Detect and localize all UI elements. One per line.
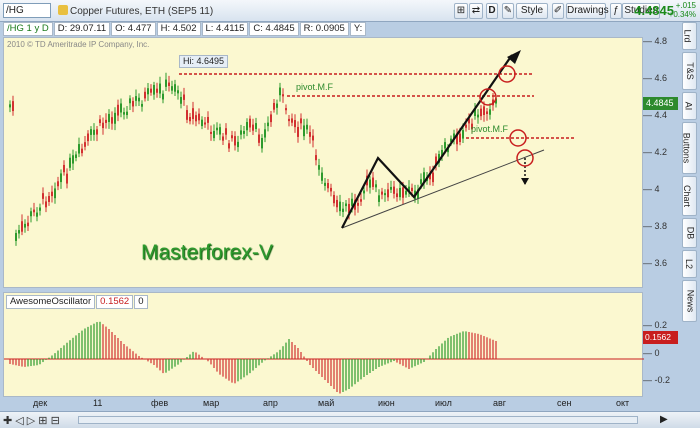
last-price: 4.4845 [634, 3, 674, 18]
circle-marker-trend[interactable] [516, 149, 534, 167]
price-tick: — 4 [643, 184, 660, 194]
time-tick: 11 [93, 398, 103, 408]
time-tick: окт [616, 398, 630, 408]
oscillator-panel[interactable]: AwesomeOscillator 0.1562 0 [3, 292, 644, 398]
date-value: D: 29.07.11 [53, 22, 111, 36]
circle-marker-support[interactable] [509, 129, 527, 147]
studies-icon[interactable]: ƒ [610, 3, 622, 19]
arrow-head-down [521, 178, 529, 185]
zoom-controls-icon[interactable]: ✚ ◁ ▷ ⊞ ⊟ [3, 415, 60, 427]
change-points: +.015 [675, 1, 696, 10]
style-button[interactable]: Style [516, 3, 548, 19]
time-tick: сен [557, 398, 572, 408]
chart-symbol: /HG 1 y D [3, 22, 53, 36]
y-value: Y: [349, 22, 367, 36]
price-chart-canvas[interactable] [4, 38, 644, 289]
drawings-icon[interactable]: ✐ [552, 3, 564, 19]
price-tick: — 4.6 [643, 73, 668, 83]
symbol-dropdown[interactable] [53, 4, 56, 16]
circle-marker-pivot[interactable] [479, 88, 497, 106]
oscillator-name[interactable]: AwesomeOscillator [6, 295, 96, 309]
circle-marker-hi[interactable] [498, 65, 516, 83]
trend-support-line[interactable] [341, 149, 545, 229]
low-value: L: 4.4115 [201, 22, 249, 36]
open-value: O: 4.477 [111, 22, 156, 36]
high-value: H: 4.502 [156, 22, 201, 36]
oscillator-tick: — 0.2 [643, 320, 668, 330]
scroll-right-icon[interactable]: ▶ [660, 414, 668, 425]
time-tick: июл [435, 398, 452, 408]
oscillator-extra: 0 [134, 295, 148, 309]
drawings-button[interactable]: Drawings [566, 3, 609, 19]
pan-icon[interactable]: ⇄ [469, 3, 483, 19]
side-tab-news[interactable]: News [682, 280, 697, 322]
price-tick: — 4.4 [643, 110, 668, 120]
price-tag: 4.4845 [643, 97, 678, 110]
side-tab-db[interactable]: DB [682, 218, 697, 248]
ohlc-infobar: /HG 1 y D D: 29.07.11 O: 4.477 H: 4.502 … [3, 22, 367, 36]
price-chart-panel[interactable]: 2010 © TD Ameritrade IP Company, Inc. Hi… [3, 37, 643, 288]
instrument-label: Copper Futures, ETH (SEP5 11) [70, 6, 214, 17]
time-tick: авг [493, 398, 507, 408]
side-tab-ts[interactable]: T&S [682, 52, 697, 90]
oscillator-canvas[interactable] [4, 293, 644, 398]
close-value: C: 4.4845 [249, 22, 299, 36]
oscillator-legend: AwesomeOscillator 0.1562 0 [6, 295, 149, 309]
price-tick: — 4.8 [643, 36, 668, 46]
side-tab-l2[interactable]: L2 [682, 250, 697, 278]
time-tick: фев [151, 398, 169, 408]
price-tick: — 3.8 [643, 221, 668, 231]
oscillator-tick: — -0.2 [643, 375, 671, 385]
watermark: Masterforex-V [141, 241, 273, 264]
symbol-input[interactable]: /HG [3, 3, 51, 18]
settings-icon[interactable]: ✎ [502, 3, 514, 19]
time-tick: май [318, 398, 335, 408]
change-percent: +0.34% [668, 10, 696, 19]
oscillator-tick: — 0 [643, 348, 660, 358]
side-tabs: Lrd T&S AI Buttons Chart DB L2 News [681, 22, 698, 402]
arrow-head-up [507, 50, 521, 64]
zoom-icon[interactable]: ⊞ [454, 3, 468, 19]
studies-button[interactable]: Studies [622, 3, 660, 19]
price-tick: — 3.6 [643, 258, 668, 268]
pivot-label-lower: pivot.M.F [471, 124, 509, 134]
instrument-description: Copper Futures, ETH (SEP5 11) [58, 5, 213, 17]
pivot-label-upper: pivot.M.F [296, 82, 334, 92]
range-value: R: 0.0905 [299, 22, 349, 36]
oscillator-tag: 0.1562 [643, 331, 678, 344]
price-tick: — 4.2 [643, 147, 668, 157]
side-tab-buttons[interactable]: Buttons [681, 122, 697, 174]
time-tick: июн [378, 398, 395, 408]
time-tick: апр [263, 398, 278, 408]
bottom-toolbar: ✚ ◁ ▷ ⊞ ⊟ ▶ [0, 411, 700, 428]
side-tab-lrd[interactable]: Lrd [682, 22, 697, 50]
time-axis: дек 11 фев мар апр май июн июл авг сен окт [3, 397, 643, 411]
elliott-wave-line[interactable] [341, 54, 513, 229]
oscillator-value: 0.1562 [96, 295, 134, 309]
instrument-icon [58, 5, 68, 15]
time-tick: мар [203, 398, 220, 408]
time-tick: дек [33, 398, 48, 408]
toolbar: /HG Copper Futures, ETH (SEP5 11) ⊞ ⇄ D … [0, 0, 700, 22]
side-tab-chart[interactable]: Chart [682, 176, 697, 216]
copyright-label: 2010 © TD Ameritrade IP Company, Inc. [7, 40, 150, 49]
period-button[interactable]: D [486, 3, 498, 19]
timeline-scrollbar[interactable] [78, 416, 638, 424]
side-tab-ai[interactable]: AI [682, 92, 697, 120]
hi-price-label: Hi: 4.6495 [179, 55, 229, 68]
